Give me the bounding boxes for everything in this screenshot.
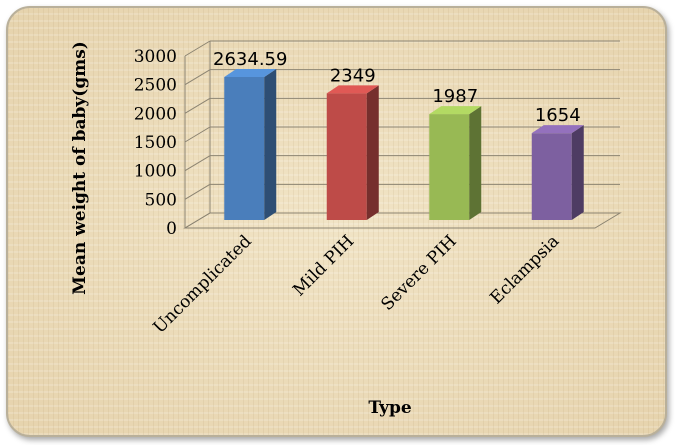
- x-tick-label: Uncomplicated: [149, 231, 255, 337]
- bar-top: [429, 106, 482, 115]
- x-tick-label: Eclampsia: [486, 231, 563, 308]
- bar-side: [366, 85, 379, 220]
- x-axis-title: Type: [368, 398, 412, 418]
- bar-eclampsia: [531, 133, 572, 220]
- y-axis-ticks: 0 500 1000 1500 2000 2500 3000: [134, 47, 177, 239]
- chart-background: [6, 6, 667, 437]
- gridline-side: [184, 69, 211, 86]
- data-label: 2349: [330, 65, 376, 86]
- data-label: 1654: [535, 105, 581, 126]
- gridline-side: [184, 40, 211, 57]
- data-labels: 2634.59 2349 1987 1654: [213, 49, 581, 126]
- bars: [224, 68, 584, 221]
- x-tick-label: Severe PIH: [377, 231, 460, 314]
- bar-side: [571, 125, 584, 220]
- bar-mild-pih: [326, 93, 367, 220]
- x-tick-label: Mild PIH: [289, 231, 358, 300]
- x-axis-ticks: Uncomplicated Mild PIH Severe PIH Eclampsia: [149, 231, 563, 337]
- bar-uncomplicated: [224, 76, 265, 221]
- bar-severe-pih: [429, 114, 470, 220]
- gridline-side: [184, 155, 211, 172]
- floor: [183, 212, 622, 229]
- bar-top: [224, 68, 277, 77]
- y-tick-label: 2500: [134, 76, 177, 96]
- gridline-side: [184, 97, 211, 114]
- bar-top: [531, 125, 584, 134]
- y-tick-label: 1000: [134, 162, 177, 182]
- bar-side: [469, 106, 482, 220]
- y-tick-label: 1500: [134, 133, 177, 153]
- bar-top: [326, 85, 379, 94]
- y-tick-label: 500: [145, 190, 177, 210]
- data-label: 2634.59: [213, 49, 287, 70]
- y-tick-label: 0: [166, 219, 177, 239]
- y-tick-label: 3000: [134, 47, 177, 67]
- gridline-side: [184, 126, 211, 143]
- bar-side: [264, 68, 277, 221]
- y-tick-label: 2000: [134, 104, 177, 124]
- y-axis-title: Mean weight of baby(gms): [70, 41, 90, 295]
- data-label: 1987: [432, 86, 478, 107]
- gridline-side: [184, 183, 211, 200]
